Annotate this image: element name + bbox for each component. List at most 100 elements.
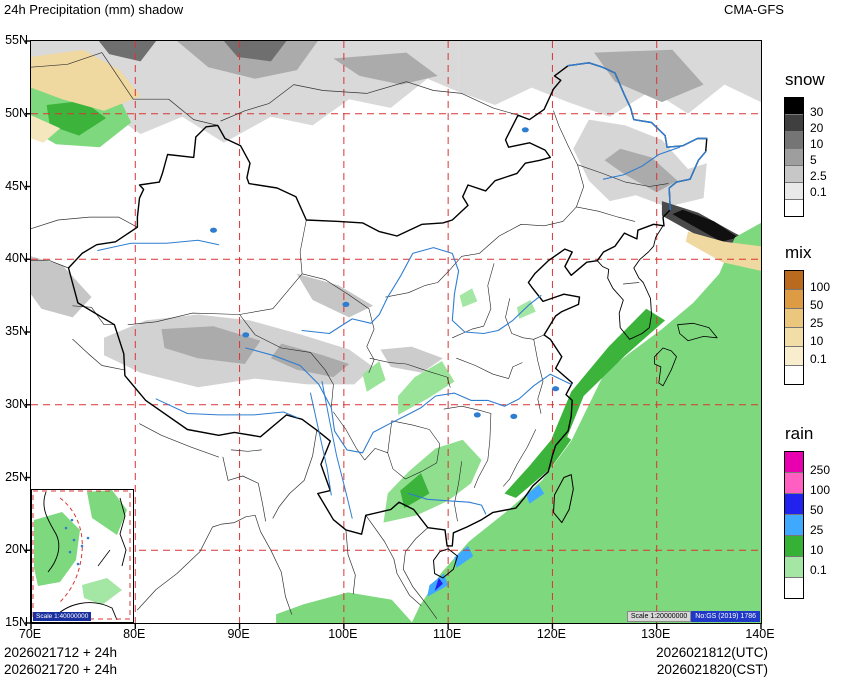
- map-scale-label: Scale 1:20000000: [626, 611, 692, 622]
- legend-swatch-mix-4: [785, 346, 803, 365]
- snow-band-mid-b: [333, 52, 438, 85]
- province-henan-hubei: [456, 357, 523, 379]
- legend-rain: rain 250 100 50 25 10 0.1: [784, 424, 840, 599]
- border-nepal-south: [139, 423, 220, 458]
- province-innermongolia-ne: [553, 110, 585, 222]
- legend-value-rain-0.1: 0.1: [810, 563, 827, 577]
- province-innermongolia-south: [385, 221, 564, 298]
- province-sichuan-north: [369, 357, 451, 388]
- legend-colorbar-rain: [784, 451, 804, 599]
- inset-coast-philippines: [119, 497, 127, 567]
- y-tick-label-40N: 40N: [5, 251, 28, 266]
- rain-spot-b: [517, 300, 536, 319]
- legend-swatch-rain-2: [785, 493, 803, 514]
- legend-swatch-snow-4: [785, 165, 803, 182]
- border-kazakh-kyrgyz: [30, 216, 138, 230]
- border-korea-dmz: [622, 282, 640, 285]
- snow-streak-black: [672, 209, 739, 242]
- legend-colorbar-row-snow: 30 20 10 5 2.5 0.1: [784, 97, 840, 217]
- legend-value-mix-10: 10: [810, 334, 824, 348]
- valid-time-cst: 2026021820(CST): [656, 662, 768, 677]
- init-time-cst: 2026021720 + 24h: [4, 662, 117, 677]
- province-yunnan-sichuan: [333, 411, 389, 461]
- coast-japan-kyushu: [654, 347, 677, 387]
- legend-colorbar-snow: [784, 97, 804, 217]
- legend-value-rain-25: 25: [810, 523, 824, 537]
- province-hubei-hunan: [443, 405, 492, 414]
- rain-cyan-c: [526, 484, 545, 504]
- rain-bottom: [276, 592, 413, 623]
- coast-india-myanmar: [137, 514, 293, 615]
- border-kashmir-b: [72, 338, 125, 371]
- x-tick-label-90E: 90E: [227, 627, 250, 641]
- x-tick-label-70E: 70E: [18, 627, 42, 641]
- inset-rain-area-3: [82, 578, 122, 605]
- province-jiangxi-fujian: [503, 429, 537, 487]
- legend-swatch-mix-5: [785, 365, 803, 384]
- legend-value-snow-30: 30: [810, 105, 824, 119]
- legend-swatch-mix-2: [785, 308, 803, 327]
- x-tick-label-110E: 110E: [433, 627, 462, 641]
- mix-right: [685, 231, 761, 271]
- snow-band-east: [458, 41, 761, 117]
- river-pearl: [407, 492, 487, 515]
- map-license-label: No:GS (2019) 1786: [691, 611, 760, 622]
- snow-central: [380, 346, 443, 373]
- province-shanxi-hebei: [451, 263, 495, 339]
- legend-snow: snow 30 20 10 5 2.5 0.1: [784, 70, 840, 217]
- legend-swatch-snow-5: [785, 182, 803, 199]
- coast-taiwan: [553, 474, 574, 524]
- y-tick-label-50N: 50N: [5, 105, 28, 120]
- river-amur-border: [567, 62, 708, 148]
- legend-swatch-mix-3: [785, 327, 803, 346]
- border-kashmir-a: [72, 305, 115, 326]
- legend-colorbar-mix: [784, 270, 804, 385]
- rain-cyan-b: [454, 545, 474, 568]
- x-tick-label-120E: 120E: [536, 627, 567, 641]
- rain-central-a: [398, 361, 455, 415]
- y-tick-label-20N: 20N: [5, 542, 28, 557]
- legend-swatch-snow-0: [785, 98, 803, 114]
- river-songhua: [602, 146, 681, 180]
- snow-pamir: [31, 256, 92, 318]
- rain-blue-a: [434, 577, 443, 591]
- inset-map: [32, 490, 131, 620]
- border-kyrgyz-tajik: [30, 260, 69, 269]
- legend-swatch-rain-1: [785, 472, 803, 493]
- legend-colorbar-row-rain: 250 100 50 25 10 0.1: [784, 451, 840, 599]
- lake: [342, 301, 350, 307]
- river-yellow: [301, 247, 542, 335]
- x-tick-label-140E: 140E: [745, 627, 775, 641]
- coast-korea: [596, 225, 664, 340]
- legend-mix: mix 100 50 25 10 0.1: [784, 243, 840, 385]
- legend-swatch-rain-5: [785, 556, 803, 577]
- province-xinjiang: [127, 219, 307, 326]
- coast-hainan: [433, 548, 458, 579]
- page-title: 24h Precipitation (mm) shadow: [4, 2, 184, 17]
- snow-ne-mid: [604, 148, 678, 193]
- province-guizhou: [387, 420, 441, 480]
- province-tibet-qinghai: [239, 314, 334, 409]
- border-myanmar-india: [272, 430, 318, 519]
- province-gansu-qinghai: [301, 273, 375, 374]
- legend-swatch-mix-0: [785, 271, 803, 289]
- coast-vietnam: [402, 527, 438, 619]
- legend-value-rain-10: 10: [810, 543, 824, 557]
- y-tick-label-35N: 35N: [5, 324, 28, 338]
- lake: [242, 332, 250, 338]
- lake: [521, 127, 529, 133]
- legend-value-mix-100: 100: [810, 280, 831, 294]
- china-border: [67, 62, 708, 547]
- lake: [210, 227, 217, 233]
- valid-time-utc: 2026021812(UTC): [656, 645, 768, 660]
- river-yangtze: [245, 347, 572, 454]
- legend-title-snow: snow: [785, 70, 825, 89]
- border-laos-vietnam: [365, 514, 422, 606]
- inset-coast-palawan: [97, 549, 111, 567]
- province-heilongjiang-jilin: [577, 164, 669, 187]
- snow-tibet-mid-a: [161, 326, 261, 364]
- inset-scale-label: Scale 1:40000000: [33, 612, 92, 621]
- coast-japan-honshu: [677, 322, 718, 342]
- province-jiangsu-anhui: [533, 338, 544, 414]
